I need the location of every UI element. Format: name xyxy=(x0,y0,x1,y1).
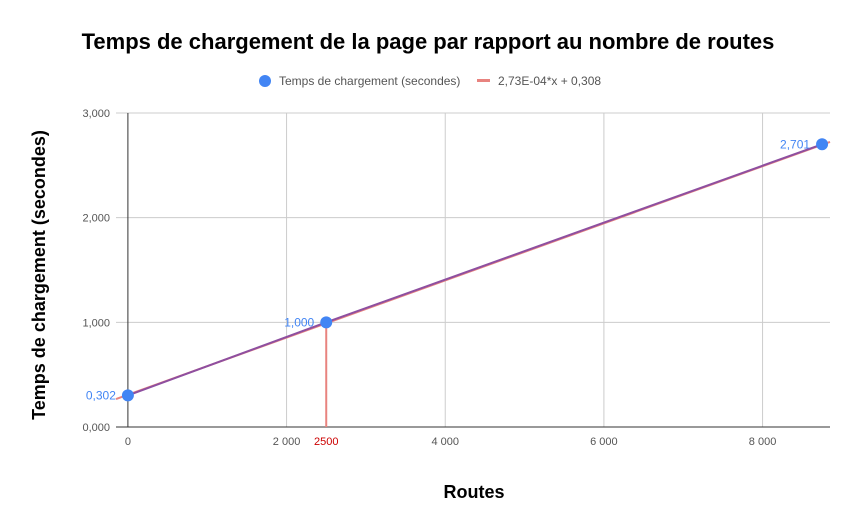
y-tick-label: 3,000 xyxy=(82,108,110,120)
lines xyxy=(115,140,831,427)
x-tick-label: 0 xyxy=(125,436,131,448)
marker-label: 2500 xyxy=(314,436,338,448)
data-point xyxy=(320,316,333,329)
grid xyxy=(116,112,830,428)
y-axis-ticks: 0,000 1,000 2,000 3,000 xyxy=(82,108,110,434)
data-label: 1,000 xyxy=(284,315,314,329)
x-axis-title: Routes xyxy=(443,482,504,502)
legend: Temps de chargement (secondes) 2,73E-04*… xyxy=(259,74,601,88)
y-tick-label: 0,000 xyxy=(82,422,110,434)
data-label: 0,302 xyxy=(86,388,116,402)
x-tick-label: 8 000 xyxy=(749,436,777,448)
chart-title: Temps de chargement de la page par rappo… xyxy=(82,29,775,54)
y-tick-label: 1,000 xyxy=(82,317,110,329)
data-point xyxy=(121,389,134,402)
data-point xyxy=(816,138,829,151)
x-axis-ticks: 0 2 000 4 000 6 000 8 000 2500 xyxy=(125,436,776,448)
x-tick-label: 2 000 xyxy=(273,436,301,448)
y-axis-title: Temps de chargement (secondes) xyxy=(29,130,49,420)
x-tick-label: 6 000 xyxy=(590,436,618,448)
data-label: 2,701 xyxy=(780,137,810,151)
series-line xyxy=(127,143,823,397)
y-tick-label: 2,000 xyxy=(82,213,110,225)
legend-series-label: Temps de chargement (secondes) xyxy=(279,74,460,88)
data-points: 0,302 1,000 2,701 xyxy=(86,137,829,402)
legend-trendline-label: 2,73E-04*x + 0,308 xyxy=(498,74,601,88)
x-tick-label: 4 000 xyxy=(431,436,459,448)
legend-series-marker xyxy=(259,75,271,87)
legend-trendline-marker xyxy=(477,79,490,82)
